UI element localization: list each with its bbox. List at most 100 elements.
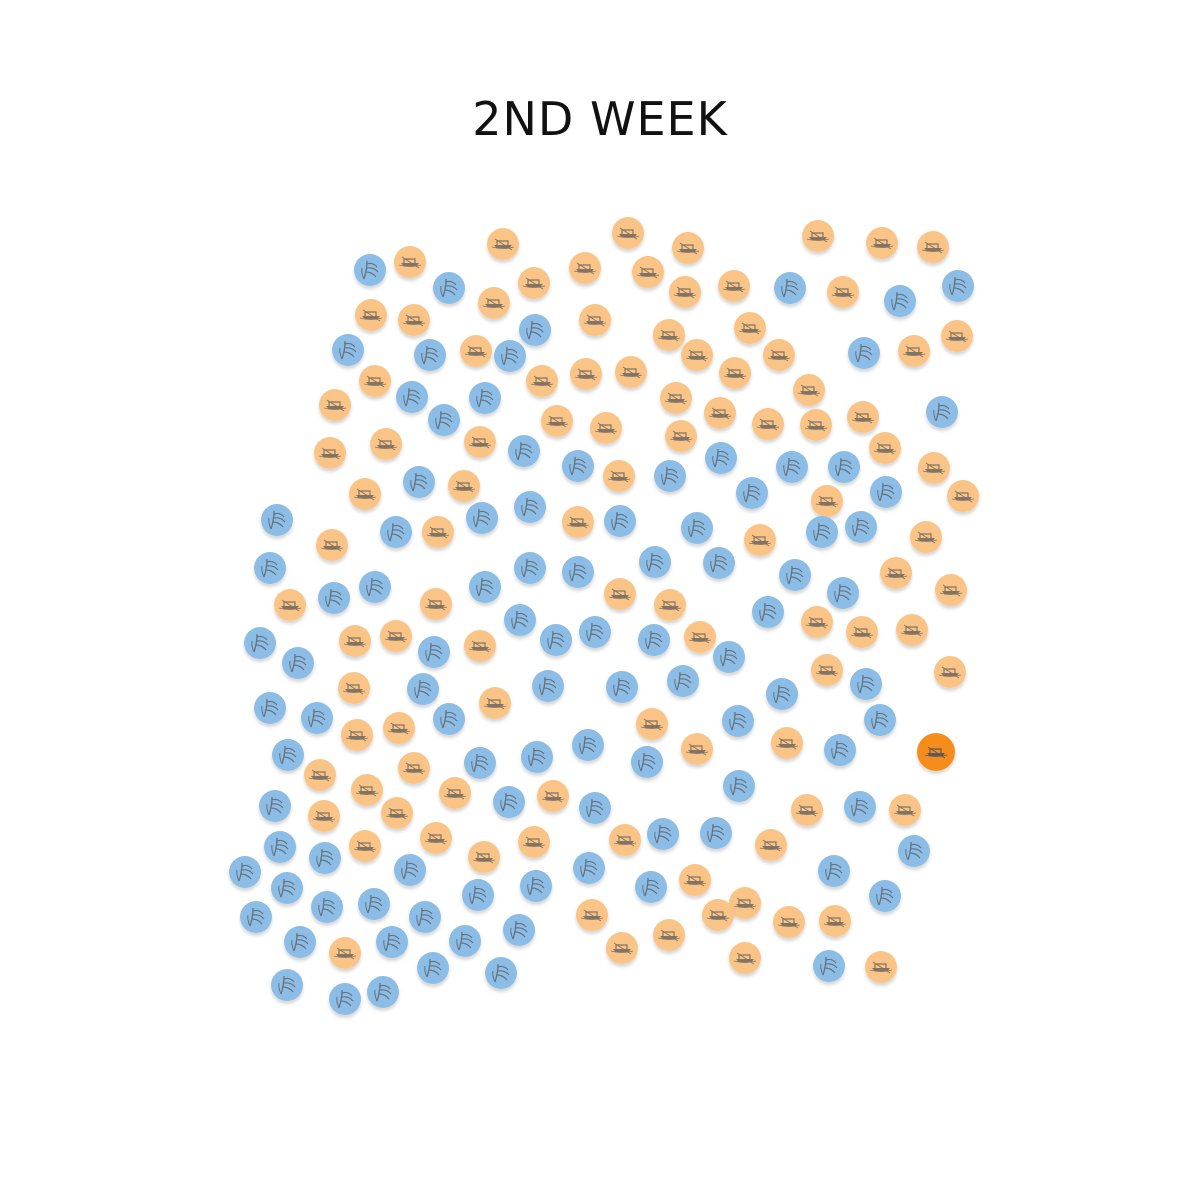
dot-circle [898,835,930,867]
boat-dot [702,899,734,931]
boat-dot [632,256,664,288]
boat-dot [383,712,415,744]
dot-circle [638,624,670,656]
dot-circle [254,692,286,724]
dot-circle [703,547,735,579]
rice-dot [638,624,670,656]
dot-circle [394,854,426,886]
boat-dot [681,733,713,765]
rice-dot [806,516,838,548]
boat-dot [801,606,833,638]
boat-dot [889,794,921,826]
boat-dot [341,719,373,751]
rice-dot [240,901,272,933]
rice-dot [376,926,408,958]
dot-circle [271,872,303,904]
boat-dot [847,401,879,433]
rice-dot [521,741,553,773]
dot-circle [639,546,671,578]
dot-circle [848,337,880,369]
dot-circle [359,571,391,603]
boat-dot [569,252,601,284]
boat-dot [615,356,647,388]
dot-circle [282,647,314,679]
boat-dot [800,409,832,441]
rice-dot [449,925,481,957]
dot-circle [813,950,845,982]
rice-dot [579,616,611,648]
rice-dot [282,647,314,679]
rice-dot [433,703,465,735]
dot-circle [579,792,611,824]
boat-dot [880,557,912,589]
boat-dot [420,822,452,854]
dot-circle [272,739,304,771]
rice-dot [354,254,386,286]
dot-circle [418,636,450,668]
dot-circle [240,901,272,933]
dot-circle [464,747,496,779]
boat-dot [526,365,558,397]
rice-dot [639,546,671,578]
rice-dot [864,704,896,736]
boat-dot [339,625,371,657]
dot-circle [572,729,604,761]
boat-dot [518,826,550,858]
rice-dot [635,871,667,903]
boat-dot [609,824,641,856]
boat-dot [351,774,383,806]
boat-dot [898,335,930,367]
boat-dot [541,405,573,437]
dot-circle [818,855,850,887]
boat-dot [398,304,430,336]
dot-circle [776,451,808,483]
boat-dot [308,800,340,832]
dot-circle [259,790,291,822]
dot-circle [449,925,481,957]
dot-circle [779,559,811,591]
rice-dot [329,983,361,1015]
rice-dot [311,891,343,923]
boat-dot [763,339,795,371]
rice-dot [827,577,859,609]
rice-dot [532,670,564,702]
rice-dot [229,856,261,888]
boat-dot [612,217,644,249]
dot-circle [469,382,501,414]
rice-dot [407,673,439,705]
dot-circle [417,952,449,984]
dot-circle [354,254,386,286]
rice-dot [367,976,399,1008]
boat-dot [802,220,834,252]
rice-dot [409,901,441,933]
dot-circle [514,552,546,584]
rice-dot [869,880,901,912]
rice-dot [332,334,364,366]
rice-dot [844,791,876,823]
rice-dot [884,285,916,317]
rice-dot [254,692,286,724]
rice-dot [493,786,525,818]
rice-dot [514,552,546,584]
dot-circle [318,582,350,614]
dot-circle [532,670,564,702]
boat-dot [910,521,942,553]
dot-circle [508,435,540,467]
dot-circle [254,552,286,584]
rice-dot [514,491,546,523]
dot-circle [631,746,663,778]
rice-dot [752,596,784,628]
rice-dot [562,450,594,482]
rice-dot [508,435,540,467]
boat-dot [380,620,412,652]
rice-dot [723,770,755,802]
boat-dot [518,267,550,299]
boat-dot [684,621,716,653]
rice-dot [540,624,572,656]
boat-dot [479,687,511,719]
boat-dot [819,905,851,937]
rice-dot [779,559,811,591]
dot-circle [705,442,737,474]
rice-dot [722,705,754,737]
dot-circle [573,852,605,884]
